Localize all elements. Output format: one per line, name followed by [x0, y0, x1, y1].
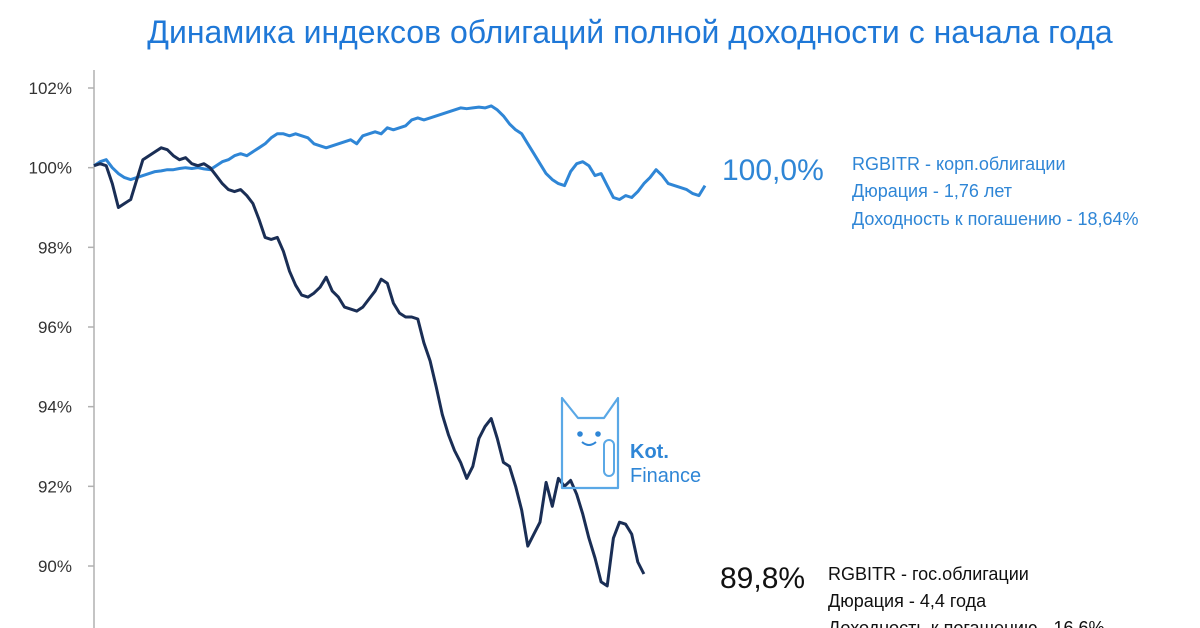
- y-axis-ticks: 102% 100% 98% 96% 94% 92% 90%: [29, 79, 94, 576]
- end-value-gov: 89,8%: [720, 562, 805, 595]
- chart-title: Динамика индексов облигаций полной доход…: [147, 14, 1113, 50]
- y-tick-label: 100%: [29, 159, 72, 178]
- legend-info-corp: RGBITR - корп.облигации Дюрация - 1,76 л…: [852, 154, 1139, 229]
- y-tick-label: 98%: [38, 238, 72, 257]
- cat-eye-left-icon: [577, 431, 583, 437]
- info-gov-yield: Доходность к погашению - 16,6%: [828, 618, 1105, 628]
- series-lines: [93, 104, 707, 588]
- y-tick-label: 102%: [29, 79, 72, 98]
- y-tick-label: 96%: [38, 318, 72, 337]
- info-gov-name: RGBITR - гос.облигации: [828, 564, 1029, 584]
- y-tick-label: 90%: [38, 557, 72, 576]
- y-tick-label: 94%: [38, 398, 72, 417]
- legend-info-gov: RGBITR - гос.облигации Дюрация - 4,4 год…: [828, 564, 1105, 628]
- cat-eye-right-icon: [595, 431, 601, 437]
- logo-text-kot: Kot.: [630, 441, 669, 463]
- info-corp-yield: Доходность к погашению - 18,64%: [852, 209, 1139, 229]
- cat-mouth-icon: [581, 441, 597, 446]
- y-tick-label: 92%: [38, 477, 72, 496]
- logo-text-finance: Finance: [630, 465, 701, 487]
- info-corp-name: RGBITR - корп.облигации: [852, 154, 1066, 174]
- kot-finance-logo: Kot. Finance: [560, 396, 701, 490]
- info-corp-duration: Дюрация - 1,76 лет: [852, 181, 1012, 201]
- info-gov-duration: Дюрация - 4,4 года: [828, 591, 987, 611]
- paperclip-icon: [603, 439, 615, 477]
- series-line-gov: [93, 146, 646, 588]
- cat-logo-icon: [560, 396, 620, 490]
- series-line-corp: [93, 104, 707, 201]
- end-value-corp: 100,0%: [722, 154, 824, 187]
